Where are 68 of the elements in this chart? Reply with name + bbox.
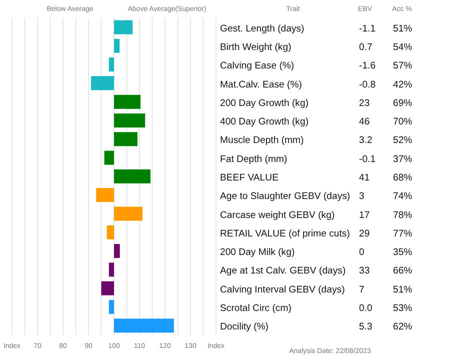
text: 0 bbox=[359, 247, 364, 258]
y-tick-label: Calving Interval GEBV (days) bbox=[220, 284, 345, 296]
text: 33 bbox=[359, 266, 370, 277]
text: 54% bbox=[393, 42, 413, 53]
text: 66% bbox=[393, 266, 413, 277]
text: 35% bbox=[393, 247, 413, 258]
y-tick-label: Gest. Length (days) bbox=[220, 23, 304, 34]
text: 5.3 bbox=[359, 322, 372, 333]
bar bbox=[114, 38, 120, 53]
text: 0.0 bbox=[359, 303, 372, 314]
bar bbox=[114, 206, 143, 221]
text: 51% bbox=[393, 23, 413, 34]
text: 51% bbox=[393, 284, 413, 296]
y-tick-label: 400 Day Growth (kg) bbox=[220, 116, 309, 128]
y-tick-label: Calving Ease (%) bbox=[220, 60, 294, 72]
text: 62% bbox=[393, 322, 413, 333]
y-tick-label: BEEF VALUE bbox=[220, 172, 278, 184]
bar bbox=[114, 113, 146, 128]
text: -0.1 bbox=[359, 154, 376, 165]
y-tick-label: Mat.Calv. Ease (%) bbox=[220, 79, 302, 90]
text: 57% bbox=[393, 60, 413, 72]
text: 70% bbox=[393, 116, 413, 128]
y-tick-label: Scrotal Circ (cm) bbox=[220, 303, 292, 314]
text: 3 bbox=[359, 191, 364, 202]
y-tick-label: Fat Depth (mm) bbox=[220, 154, 288, 165]
y-tick-label: Age to Slaughter GEBV (days) bbox=[220, 191, 350, 202]
bar bbox=[114, 244, 120, 258]
text: -1.6 bbox=[359, 60, 376, 72]
y-tick-label: 200 Day Growth (kg) bbox=[220, 98, 309, 109]
text: 37% bbox=[393, 154, 413, 165]
y-tick-label: Muscle Depth (mm) bbox=[220, 135, 304, 146]
y-tick-label: 200 Day Milk (kg) bbox=[220, 247, 295, 258]
text: 7 bbox=[359, 284, 364, 296]
y-tick-label: Carcase weight GEBV (kg) bbox=[220, 210, 335, 221]
bar bbox=[114, 94, 141, 109]
text: -1.1 bbox=[359, 23, 376, 34]
y-tick-label: Birth Weight (kg) bbox=[220, 42, 292, 53]
text: 46 bbox=[359, 116, 370, 128]
text: 17 bbox=[359, 210, 370, 221]
bar bbox=[101, 281, 114, 296]
text: 29 bbox=[359, 228, 370, 240]
text: 0.7 bbox=[359, 42, 372, 53]
text: 74% bbox=[393, 191, 413, 202]
bar bbox=[91, 76, 114, 90]
text: -0.8 bbox=[359, 79, 376, 90]
bar bbox=[96, 188, 114, 202]
text: 41 bbox=[359, 172, 370, 184]
bar bbox=[114, 20, 133, 34]
text: 77% bbox=[393, 228, 413, 240]
text: 23 bbox=[359, 98, 370, 109]
text: 42% bbox=[393, 79, 413, 90]
text: 52% bbox=[393, 135, 413, 146]
bar bbox=[108, 262, 114, 277]
bar bbox=[104, 150, 114, 165]
text: 78% bbox=[393, 210, 413, 221]
text: 3.2 bbox=[359, 135, 372, 146]
y-tick-label: Docility (%) bbox=[220, 322, 269, 333]
bar bbox=[106, 225, 114, 240]
bar bbox=[108, 58, 114, 72]
text: 53% bbox=[393, 303, 413, 314]
bar bbox=[108, 300, 114, 314]
bar bbox=[114, 169, 150, 184]
text: 68% bbox=[393, 172, 413, 184]
bar bbox=[114, 318, 174, 333]
text: 69% bbox=[393, 98, 413, 109]
y-tick-label: Age at 1st Calv. GEBV (days) bbox=[220, 266, 346, 277]
y-tick-label: RETAIL VALUE (of prime cuts) bbox=[220, 228, 350, 240]
bar bbox=[114, 132, 138, 146]
